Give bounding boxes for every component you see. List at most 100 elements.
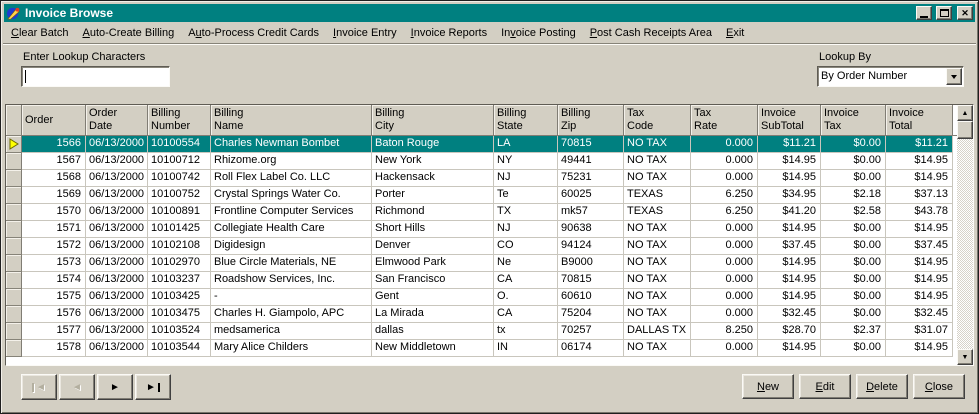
cell-order: 1575 xyxy=(22,289,86,306)
table-row[interactable]: 1566 06/13/2000 10100554 Charles Newman Bom… xyxy=(6,136,957,153)
cell-tax-code: TEXAS xyxy=(624,204,691,221)
cell-invoice-tax: $0.00 xyxy=(821,221,886,238)
cell-tax-rate: 0.000 xyxy=(691,238,758,255)
column-header-billing-zip: Billing Zip xyxy=(558,105,624,136)
cell-billing-number: 10103425 xyxy=(148,289,211,306)
lookup-input[interactable] xyxy=(21,66,170,87)
cell-order-date: 06/13/2000 xyxy=(86,204,148,221)
cell-billing-name: Blue Circle Materials, NE xyxy=(211,255,372,272)
row-marker xyxy=(6,340,22,357)
row-filler xyxy=(953,323,957,340)
menu-item-auto-process-credit-cards[interactable]: Auto-Process Credit Cards xyxy=(188,26,320,39)
cell-tax-code: NO TAX xyxy=(624,136,691,153)
table-row[interactable]: 1575 06/13/2000 10103425- Gent O. 60610 NO TAX… xyxy=(6,289,957,306)
scroll-up-icon[interactable]: ▲ xyxy=(957,105,973,121)
close-icon[interactable]: ✕ xyxy=(957,6,973,20)
maximize-icon[interactable] xyxy=(936,6,952,20)
cell-order: 1573 xyxy=(22,255,86,272)
cell-tax-rate: 0.000 xyxy=(691,136,758,153)
menu-bar: Clear Batch Auto-Create Billing Auto-Proce… xyxy=(4,23,975,42)
menu-item-invoice-reports[interactable]: Invoice Reports xyxy=(410,26,488,39)
menu-item-exit[interactable]: Exit xyxy=(726,26,745,39)
cell-order: 1578 xyxy=(22,340,86,357)
row-filler xyxy=(953,255,957,272)
table-row[interactable]: 1574 06/13/2000 10103237 Roadshow Services,… xyxy=(6,272,957,289)
cell-invoice-total: $14.95 xyxy=(886,340,953,357)
menu-item-clear-batch[interactable]: Clear Batch xyxy=(11,26,69,39)
scroll-down-icon[interactable]: ▼ xyxy=(957,349,973,365)
cell-billing-zip: 70815 xyxy=(558,136,624,153)
row-filler xyxy=(953,153,957,170)
row-filler xyxy=(953,170,957,187)
cell-billing-state: NJ xyxy=(494,221,558,238)
lookup-by-combobox[interactable]: By Order Number xyxy=(817,66,964,87)
table-row[interactable]: 1567 06/13/2000 10100712 Rhizome.org New Yor… xyxy=(6,153,957,170)
scrollbar-thumb[interactable] xyxy=(957,121,973,139)
row-marker xyxy=(6,238,22,255)
column-header-billing-name: Billing Name xyxy=(211,105,372,136)
cell-invoice-tax: $0.00 xyxy=(821,238,886,255)
table-row[interactable]: 1570 06/13/2000 10100891 Frontline Computer… xyxy=(6,204,957,221)
menu-item-post-cash-receipts-area[interactable]: Post Cash Receipts Area xyxy=(589,26,712,39)
cell-tax-rate: 8.250 xyxy=(691,323,758,340)
column-header-tax-code: Tax Code xyxy=(624,105,691,136)
scrollbar-track[interactable] xyxy=(957,139,973,349)
cell-billing-name: Roadshow Services, Inc. xyxy=(211,272,372,289)
table-row[interactable]: 1572 06/13/2000 10102108 Digidesign Denver CO… xyxy=(6,238,957,255)
cell-billing-city: New York xyxy=(372,153,494,170)
cell-billing-zip: 70815 xyxy=(558,272,624,289)
cell-billing-zip: 70257 xyxy=(558,323,624,340)
row-filler xyxy=(953,238,957,255)
cell-invoice-tax: $0.00 xyxy=(821,306,886,323)
cell-billing-number: 10101425 xyxy=(148,221,211,238)
cell-billing-city: Richmond xyxy=(372,204,494,221)
cell-order: 1572 xyxy=(22,238,86,255)
first-record-icon[interactable]: ◄ xyxy=(21,374,57,400)
cell-invoice-subtotal: $14.95 xyxy=(758,340,821,357)
cell-billing-state: LA xyxy=(494,136,558,153)
next-glyph: ► xyxy=(110,381,120,393)
cell-billing-city: Short Hills xyxy=(372,221,494,238)
next-record-icon[interactable]: ► xyxy=(97,374,133,400)
text-caret xyxy=(25,70,26,83)
menu-item-auto-create-billing[interactable]: Auto-Create Billing xyxy=(82,26,175,39)
vertical-scrollbar[interactable]: ▲ ▼ xyxy=(957,105,973,365)
cell-billing-name: medsamerica xyxy=(211,323,372,340)
column-header-invoice-total: Invoice Total xyxy=(886,105,953,136)
menu-item-invoice-posting[interactable]: Invoice Posting xyxy=(501,26,576,39)
cell-tax-code: DALLAS TX xyxy=(624,323,691,340)
column-header-billing-number: Billing Number xyxy=(148,105,211,136)
last-record-icon[interactable]: ► xyxy=(135,374,171,400)
table-row[interactable]: 1568 06/13/2000 10100742 Roll Flex Label Co… xyxy=(6,170,957,187)
row-marker xyxy=(6,187,22,204)
cell-invoice-subtotal: $34.95 xyxy=(758,187,821,204)
table-row[interactable]: 1577 06/13/2000 10103524 medsamerica dallas t… xyxy=(6,323,957,340)
table-row[interactable]: 1569 06/13/2000 10100752 Crystal Springs Wa… xyxy=(6,187,957,204)
table-row[interactable]: 1576 06/13/2000 10103475 Charles H. Giampol… xyxy=(6,306,957,323)
minimize-icon[interactable] xyxy=(916,6,932,20)
table-row[interactable]: 1573 06/13/2000 10102970 Blue Circle Materi… xyxy=(6,255,957,272)
cell-billing-zip: 60610 xyxy=(558,289,624,306)
cell-order: 1577 xyxy=(22,323,86,340)
previous-record-icon[interactable]: ◄ xyxy=(59,374,95,400)
combo-dropdown-icon[interactable] xyxy=(946,68,962,85)
row-filler xyxy=(953,204,957,221)
cell-invoice-tax: $0.00 xyxy=(821,272,886,289)
cell-tax-code: NO TAX xyxy=(624,306,691,323)
menu-separator xyxy=(3,43,976,45)
cell-billing-state: Ne xyxy=(494,255,558,272)
table-row[interactable]: 1578 06/13/2000 10103544 Mary Alice Childer… xyxy=(6,340,957,357)
cell-billing-state: O. xyxy=(494,289,558,306)
cell-billing-zip: 94124 xyxy=(558,238,624,255)
cell-billing-city: Elmwood Park xyxy=(372,255,494,272)
cell-billing-number: 10103475 xyxy=(148,306,211,323)
cell-tax-code: NO TAX xyxy=(624,153,691,170)
menu-item-invoice-entry[interactable]: Invoice Entry xyxy=(333,26,397,39)
cell-invoice-total: $31.07 xyxy=(886,323,953,340)
table-row[interactable]: 1571 06/13/2000 10101425 Collegiate Health … xyxy=(6,221,957,238)
